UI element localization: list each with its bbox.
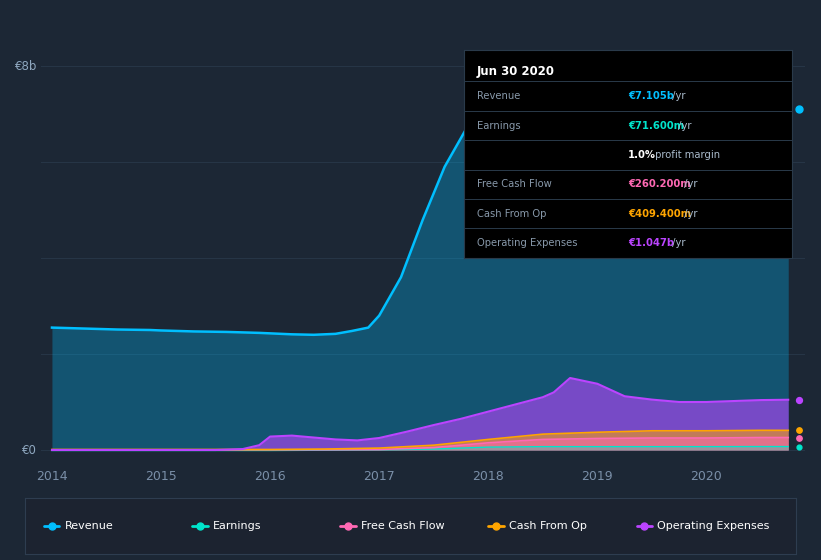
Text: /yr: /yr [676,120,692,130]
Text: /yr: /yr [681,179,698,189]
Text: €8b: €8b [15,59,37,72]
Text: €409.400m: €409.400m [628,208,691,218]
Text: Operating Expenses: Operating Expenses [477,238,577,248]
Text: €1.047b: €1.047b [628,238,674,248]
Text: €71.600m: €71.600m [628,120,684,130]
Text: /yr: /yr [669,91,686,101]
Text: Jun 30 2020: Jun 30 2020 [477,65,555,78]
Text: Cash From Op: Cash From Op [477,208,547,218]
Text: Operating Expenses: Operating Expenses [658,521,770,531]
Text: Free Cash Flow: Free Cash Flow [361,521,445,531]
Point [792,105,805,114]
Text: Earnings: Earnings [477,120,521,130]
Text: /yr: /yr [681,208,698,218]
Text: 1.0%: 1.0% [628,150,656,160]
Point [792,442,805,451]
Text: /yr: /yr [669,238,686,248]
Text: Earnings: Earnings [213,521,261,531]
Text: €7.105b: €7.105b [628,91,674,101]
Point [792,395,805,404]
Text: Cash From Op: Cash From Op [509,521,587,531]
Text: profit margin: profit margin [652,150,720,160]
Text: Revenue: Revenue [477,91,521,101]
Text: Free Cash Flow: Free Cash Flow [477,179,552,189]
Text: €260.200m: €260.200m [628,179,690,189]
Point [792,426,805,435]
Text: €0: €0 [22,444,37,456]
Point [792,433,805,442]
Text: Revenue: Revenue [65,521,113,531]
